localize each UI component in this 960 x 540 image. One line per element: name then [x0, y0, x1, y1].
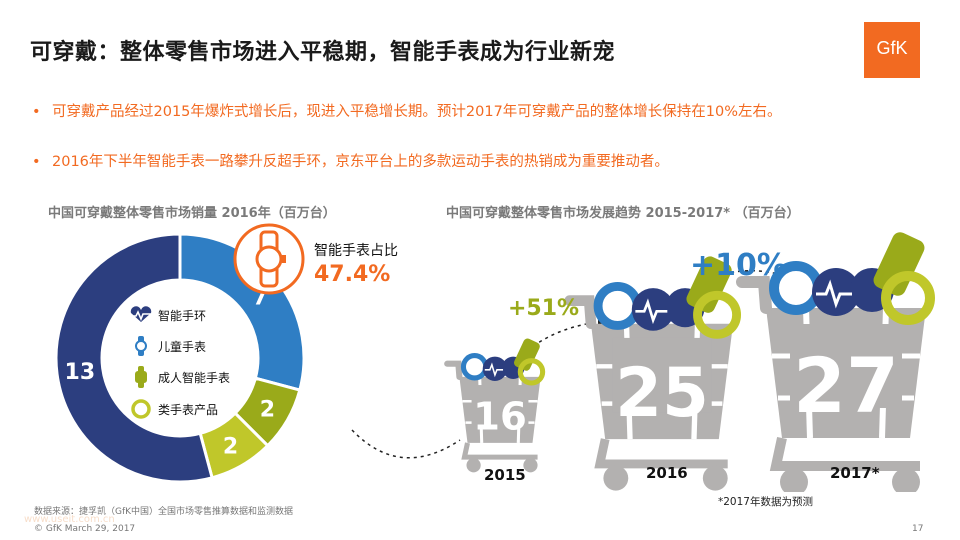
smartwatch-icon	[233, 223, 305, 295]
page-number: 17	[912, 524, 924, 534]
page-title: 可穿戴：整体零售市场进入平稳期，智能手表成为行业新宠	[30, 40, 616, 65]
trend-chart: 16 25 27	[351, 232, 935, 492]
donut-slice	[54, 232, 214, 484]
gfk-logo	[864, 22, 920, 78]
gfk-logo-text: GfK	[876, 38, 908, 58]
legend-label: 类手表产品	[158, 403, 219, 417]
bullet-2: • 2016年下半年智能手表一路攀升反超手环，京东平台上的多款运动手表的热销成为…	[32, 152, 942, 172]
donut-value-label: 13	[65, 360, 96, 385]
legend-label: 儿童手表	[158, 340, 207, 354]
heart-band-icon	[129, 306, 153, 322]
donut-chart-title: 中国可穿戴整体零售市场销量 2016年（百万台）	[48, 206, 336, 221]
cart-value-label: 16	[473, 395, 527, 440]
growth-label-2016: +51%	[508, 296, 580, 321]
legend-label: 智能手环	[158, 309, 207, 323]
year-label-2017: 2017*	[830, 464, 880, 482]
copyright: © GfK March 29, 2017	[34, 524, 136, 534]
growth-label-2017: +10%	[690, 248, 787, 283]
watermark: www.useit.com.cn	[24, 514, 115, 525]
share-value: 47.4%	[314, 262, 391, 287]
year-label-2015: 2015	[484, 466, 526, 484]
ring-icon	[131, 399, 151, 419]
trend-chart-title: 中国可穿戴整体零售市场发展趋势 2015-2017* （百万台）	[446, 206, 800, 221]
bullet-1: • 可穿戴产品经过2015年爆炸式增长后，现进入平稳增长期。预计2017年可穿戴…	[32, 102, 942, 122]
cart-value-label: 25	[615, 353, 709, 432]
adult-smartwatch-icon	[135, 366, 147, 388]
bullet-text: 可穿戴产品经过2015年爆炸式增长后，现进入平稳增长期。预计2017年可穿戴产品…	[52, 104, 782, 120]
share-label: 智能手表占比	[314, 243, 398, 259]
bullet-text: 2016年下半年智能手表一路攀升反超手环，京东平台上的多款运动手表的热销成为重要…	[52, 154, 669, 170]
kids-watch-icon	[135, 336, 147, 356]
bullet-dot: •	[32, 104, 41, 120]
forecast-footnote: *2017年数据为预测	[718, 496, 813, 508]
bullet-dot: •	[32, 154, 41, 170]
cart-mark: 25	[564, 256, 742, 491]
legend-label: 成人智能手表	[158, 371, 231, 385]
donut-value-label: 2	[223, 434, 238, 459]
cart-value-label: 27	[793, 341, 899, 430]
year-label-2016: 2016	[646, 464, 688, 482]
cart-mark: 27	[736, 232, 935, 492]
cart-mark: 16	[444, 338, 546, 473]
data-source: 数据来源：捷孚凯（GfK中国）全国市场零售推算数据和监测数据	[34, 507, 294, 517]
donut-value-label: 2	[260, 398, 275, 423]
